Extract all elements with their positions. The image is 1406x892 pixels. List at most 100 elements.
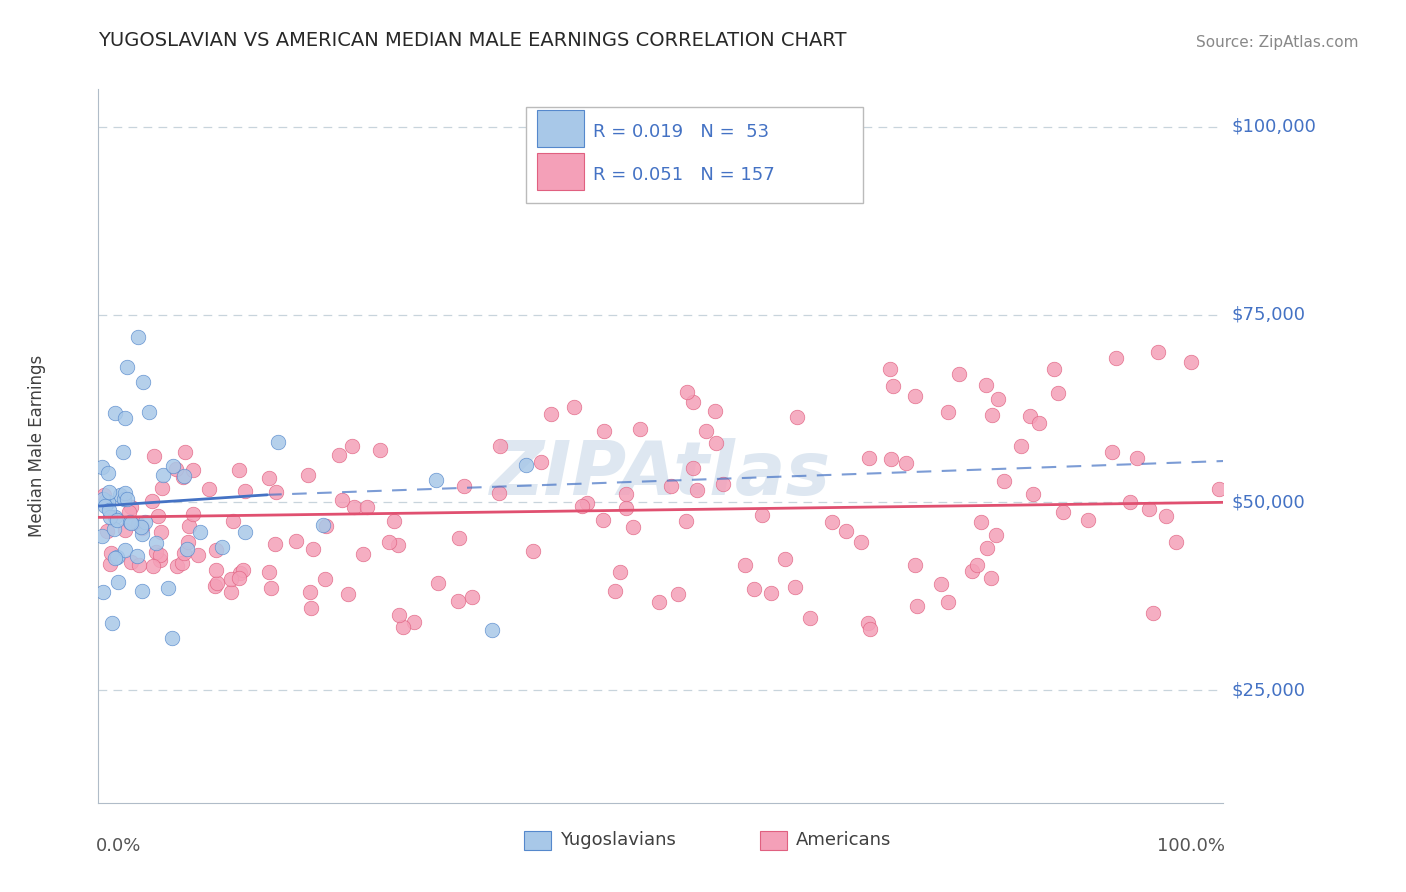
Point — [980, 408, 1002, 422]
Point — [461, 591, 484, 605]
Point — [257, 566, 280, 580]
Point — [112, 492, 135, 507]
Point — [1028, 416, 1050, 430]
Point — [131, 527, 153, 541]
Point — [332, 492, 354, 507]
Point — [621, 520, 644, 534]
Point — [340, 439, 363, 453]
Text: Americans: Americans — [796, 831, 891, 849]
Point — [1208, 482, 1230, 496]
Point — [228, 571, 250, 585]
Point — [879, 451, 901, 466]
Point — [264, 485, 287, 500]
Point — [929, 576, 952, 591]
Point — [969, 515, 991, 529]
Point — [392, 620, 415, 634]
Point — [97, 495, 120, 509]
Point — [648, 595, 671, 609]
Point — [97, 502, 120, 516]
Point — [1077, 513, 1099, 527]
Point — [948, 367, 970, 381]
Point — [104, 406, 127, 420]
Point — [882, 379, 904, 393]
Point — [229, 566, 252, 581]
Point — [966, 558, 988, 573]
Point — [821, 515, 844, 529]
Point — [177, 534, 200, 549]
Point — [614, 500, 637, 515]
Point — [105, 513, 128, 527]
Point — [1052, 505, 1074, 519]
Point — [388, 607, 411, 622]
Point — [299, 600, 322, 615]
Point — [315, 519, 337, 533]
Point — [453, 479, 475, 493]
Point — [228, 463, 250, 477]
Point — [786, 409, 808, 424]
Point — [101, 615, 124, 630]
FancyBboxPatch shape — [537, 110, 585, 147]
Point — [149, 525, 172, 540]
Point — [183, 463, 205, 477]
Point — [187, 548, 209, 562]
Point — [980, 571, 1002, 585]
Text: $25,000: $25,000 — [1232, 681, 1306, 699]
Point — [93, 487, 115, 501]
Point — [259, 471, 281, 485]
Point — [1180, 354, 1202, 368]
Point — [1154, 509, 1177, 524]
Point — [356, 500, 378, 514]
Point — [904, 558, 927, 572]
Point — [571, 500, 593, 514]
Point — [682, 461, 704, 475]
Point — [96, 524, 118, 539]
Point — [609, 565, 631, 579]
Point — [628, 422, 651, 436]
Point — [614, 487, 637, 501]
Point — [711, 477, 734, 491]
Point — [142, 558, 165, 573]
Point — [91, 491, 114, 506]
Point — [974, 377, 997, 392]
Point — [127, 549, 149, 564]
Point — [221, 514, 243, 528]
Point — [575, 496, 598, 510]
FancyBboxPatch shape — [523, 831, 551, 850]
Text: $75,000: $75,000 — [1232, 306, 1306, 324]
Point — [211, 541, 233, 555]
Point — [1118, 495, 1140, 509]
Point — [141, 494, 163, 508]
Point — [530, 455, 553, 469]
FancyBboxPatch shape — [759, 831, 787, 850]
Point — [264, 537, 287, 551]
Point — [285, 534, 308, 549]
Point — [150, 481, 173, 495]
Point — [232, 563, 254, 577]
Text: YUGOSLAVIAN VS AMERICAN MEDIAN MALE EARNINGS CORRELATION CHART: YUGOSLAVIAN VS AMERICAN MEDIAN MALE EARN… — [98, 31, 846, 50]
Point — [100, 546, 122, 560]
Point — [146, 508, 169, 523]
Point — [370, 442, 392, 457]
Point — [835, 524, 858, 538]
Point — [427, 575, 450, 590]
Point — [659, 479, 682, 493]
Point — [131, 584, 153, 599]
Point — [233, 525, 256, 540]
Point — [127, 330, 149, 344]
Text: 0.0%: 0.0% — [96, 837, 142, 855]
Point — [447, 594, 470, 608]
Point — [685, 483, 707, 498]
Point — [1147, 345, 1170, 359]
Point — [449, 532, 471, 546]
Point — [145, 536, 167, 550]
Point — [114, 410, 136, 425]
Point — [198, 483, 221, 497]
Point — [384, 514, 406, 528]
Point — [704, 403, 727, 417]
Point — [1022, 487, 1045, 501]
Point — [131, 521, 153, 535]
Point — [166, 559, 188, 574]
Point — [592, 513, 614, 527]
Point — [298, 584, 321, 599]
Point — [260, 581, 283, 595]
